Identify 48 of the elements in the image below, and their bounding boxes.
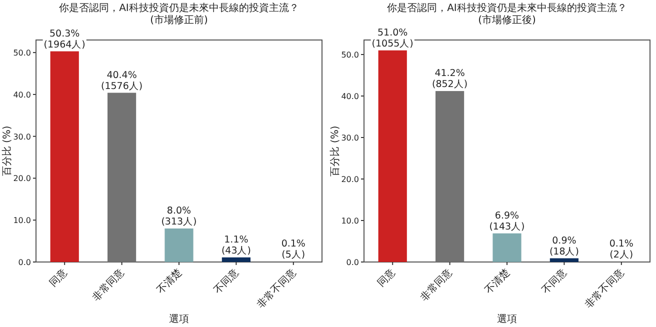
y-tick-label: 0.0: [346, 258, 359, 267]
x-tick-label: 非常同意: [418, 266, 455, 304]
data-label: 1.1% (43人): [221, 234, 251, 256]
y-tick-label: 10.0: [341, 216, 359, 226]
x-tick-label: 同意: [47, 266, 70, 290]
bar: [492, 233, 522, 262]
bar: [164, 228, 194, 262]
y-tick-label: 20.0: [13, 174, 31, 184]
data-label: 8.0% (313人): [161, 205, 197, 228]
x-tick-label: 不清楚: [482, 266, 512, 296]
y-tick-label: 10.0: [13, 216, 31, 226]
x-tick-label: 不同意: [212, 266, 242, 296]
x-tick-label: 不清楚: [154, 266, 184, 296]
bar: [378, 50, 407, 262]
y-tick-label: 20.0: [341, 175, 359, 184]
y-tick-label: 50.0: [341, 50, 359, 60]
bar: [108, 92, 136, 262]
data-label: 0.1% (2人): [609, 238, 634, 261]
y-tick-label: 40.0: [13, 90, 31, 100]
y-tick-label: 50.0: [13, 48, 31, 58]
data-label: 50.3% (1964人): [44, 28, 86, 50]
bar: [436, 91, 464, 262]
y-tick-label: 0.0: [18, 258, 31, 267]
x-tick-label: 同意: [375, 266, 398, 290]
bar: [222, 257, 250, 262]
data-label: 0.9% (18人): [549, 235, 579, 258]
y-tick-label: 30.0: [341, 134, 359, 143]
x-axis-title: 選項: [169, 313, 189, 325]
chart-title: 你是否認同，AI科技投資仍是未來中長線的投資主流？: [387, 2, 627, 14]
x-tick-label: 不同意: [540, 266, 570, 296]
y-tick-label: 40.0: [341, 92, 359, 102]
data-label: 51.0% (1055人): [372, 27, 414, 50]
x-axis-title: 選項: [497, 313, 517, 325]
bar: [50, 51, 79, 262]
data-label: 6.9% (143人): [489, 210, 525, 232]
chart-subtitle: (市場修正前): [150, 14, 208, 26]
y-axis-title: 百分比 (%): [329, 126, 341, 176]
chart-title: 你是否認同，AI科技投資仍是未來中長線的投資主流？: [59, 2, 299, 14]
chart-subtitle: (市場修正後): [478, 14, 536, 26]
x-tick-label: 非常不同意: [254, 266, 299, 310]
y-tick-label: 30.0: [13, 132, 31, 142]
data-label: 0.1% (5人): [281, 238, 306, 261]
data-label: 40.4% (1576人): [101, 70, 143, 92]
x-tick-label: 非常不同意: [582, 266, 627, 310]
bar: [550, 258, 578, 262]
x-tick-label: 非常同意: [90, 266, 127, 304]
y-axis-title: 百分比 (%): [1, 126, 13, 176]
data-label: 41.2% (852人): [432, 68, 468, 90]
